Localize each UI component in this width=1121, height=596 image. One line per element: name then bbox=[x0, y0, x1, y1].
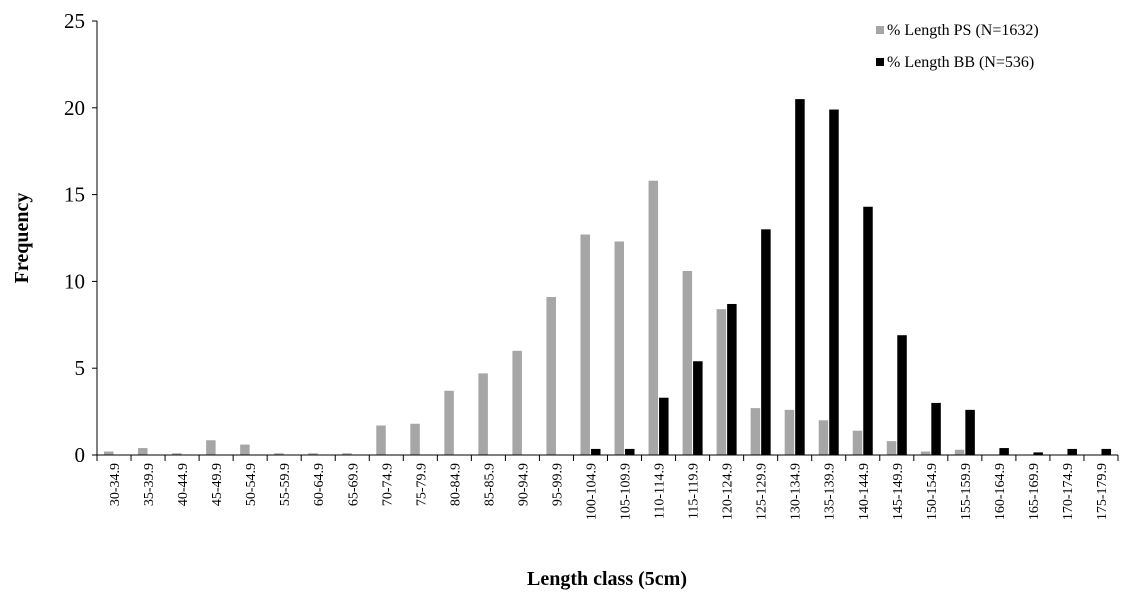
x-tick-label: 40-44.9 bbox=[176, 463, 191, 506]
x-tick-label: 105-109.9 bbox=[619, 463, 634, 520]
x-tick-label: 130-134.9 bbox=[789, 463, 804, 520]
x-tick-label: 65-69.9 bbox=[346, 463, 361, 506]
x-tick-label: 120-124.9 bbox=[721, 463, 736, 520]
x-tick-label: 85-85.9 bbox=[482, 463, 497, 506]
bar-bb bbox=[693, 361, 703, 455]
bar-ps bbox=[308, 453, 318, 455]
bar-ps bbox=[818, 420, 829, 455]
bar-ps bbox=[376, 425, 386, 455]
bars-layer bbox=[104, 99, 1111, 456]
bar-bb bbox=[863, 206, 873, 455]
y-tick-label: 0 bbox=[75, 443, 86, 467]
bar-ps bbox=[104, 451, 114, 455]
bar-bb bbox=[625, 448, 635, 455]
legend-swatch-ps bbox=[876, 26, 884, 34]
x-tick-label: 80-84.9 bbox=[448, 463, 463, 506]
bar-ps bbox=[614, 241, 625, 455]
x-tick-label: 35-39.9 bbox=[142, 463, 157, 506]
bar-ps bbox=[682, 270, 693, 455]
x-tick-label: 75-79.9 bbox=[414, 463, 429, 506]
bar-bb bbox=[795, 99, 805, 456]
bar-ps bbox=[648, 180, 659, 455]
y-tick-label: 25 bbox=[64, 9, 85, 33]
bar-bb bbox=[761, 229, 771, 455]
bar-ps bbox=[444, 390, 454, 455]
bar-ps bbox=[138, 448, 148, 455]
bar-ps bbox=[342, 453, 352, 455]
bar-ps bbox=[410, 423, 420, 455]
bar-ps bbox=[580, 234, 590, 455]
x-tick-label: 30-34.9 bbox=[108, 463, 123, 506]
x-axis-title: Length class (5cm) bbox=[527, 568, 687, 590]
bar-bb bbox=[1101, 448, 1111, 455]
bar-bb bbox=[965, 409, 975, 455]
y-axis-ticks: 0 5 10 15 20 25 bbox=[64, 9, 97, 467]
x-tick-label: 95-99.9 bbox=[550, 463, 565, 506]
bar-ps bbox=[240, 444, 250, 455]
x-tick-label: 55-59.9 bbox=[278, 463, 293, 506]
x-tick-label: 155-159.9 bbox=[959, 463, 974, 520]
bar-ps bbox=[546, 297, 556, 455]
x-tick-label: 125-129.9 bbox=[755, 463, 770, 520]
x-tick-label: 45-49.9 bbox=[210, 463, 225, 506]
y-tick-label: 5 bbox=[75, 356, 86, 380]
x-axis-ticks: 30-34.9 35-39.9 40-44.9 45-49.9 50-54.9 55-59… bbox=[96, 455, 1119, 520]
bar-bb bbox=[659, 397, 669, 455]
x-tick-label: 135-139.9 bbox=[823, 463, 838, 520]
y-axis-title: Frequency bbox=[11, 193, 33, 284]
x-tick-label: 150-154.9 bbox=[925, 463, 940, 520]
bar-bb bbox=[1067, 448, 1077, 455]
x-tick-label: 140-144.9 bbox=[857, 463, 872, 520]
bar-ps bbox=[954, 449, 965, 455]
x-tick-label: 70-74.9 bbox=[380, 463, 395, 506]
bar-ps bbox=[920, 451, 931, 455]
y-tick-label: 20 bbox=[64, 96, 85, 120]
bar-ps bbox=[886, 441, 897, 455]
bar-ps bbox=[172, 453, 182, 455]
bar-bb bbox=[829, 109, 839, 455]
x-tick-label: 110-114.9 bbox=[653, 463, 668, 519]
bar-bb bbox=[897, 335, 907, 455]
x-tick-label: 90-94.9 bbox=[516, 463, 531, 506]
bar-ps bbox=[274, 453, 284, 455]
bar-bb bbox=[590, 448, 601, 455]
x-tick-label: 145-149.9 bbox=[891, 463, 906, 520]
x-tick-label: 50-54.9 bbox=[244, 463, 259, 506]
legend-label-bb: % Length BB (N=536) bbox=[887, 54, 1034, 71]
y-tick-label: 10 bbox=[64, 269, 85, 293]
bar-ps bbox=[716, 309, 727, 455]
x-tick-label: 100-104.9 bbox=[584, 463, 599, 520]
bar-bb bbox=[1033, 452, 1043, 455]
legend-label-ps: % Length PS (N=1632) bbox=[887, 22, 1039, 39]
bar-ps bbox=[784, 409, 795, 455]
bar-ps bbox=[852, 430, 863, 455]
x-tick-label: 60-64.9 bbox=[312, 463, 327, 506]
bar-bb bbox=[999, 448, 1009, 455]
x-tick-label: 115-119.9 bbox=[687, 463, 702, 519]
x-tick-label: 170-174.9 bbox=[1061, 463, 1076, 520]
bar-ps bbox=[478, 373, 488, 455]
x-tick-label: 160-164.9 bbox=[993, 463, 1008, 520]
bar-ps bbox=[750, 408, 761, 455]
legend: % Length PS (N=1632) % Length BB (N=536) bbox=[876, 22, 1039, 71]
y-tick-label: 15 bbox=[64, 183, 85, 207]
bar-bb bbox=[931, 402, 941, 455]
bar-ps bbox=[206, 440, 216, 455]
bar-ps bbox=[512, 350, 522, 455]
bar-bb bbox=[727, 303, 737, 455]
x-tick-label: 175-179.9 bbox=[1095, 463, 1110, 520]
legend-swatch-bb bbox=[876, 58, 884, 66]
x-tick-label: 165-169.9 bbox=[1027, 463, 1042, 520]
